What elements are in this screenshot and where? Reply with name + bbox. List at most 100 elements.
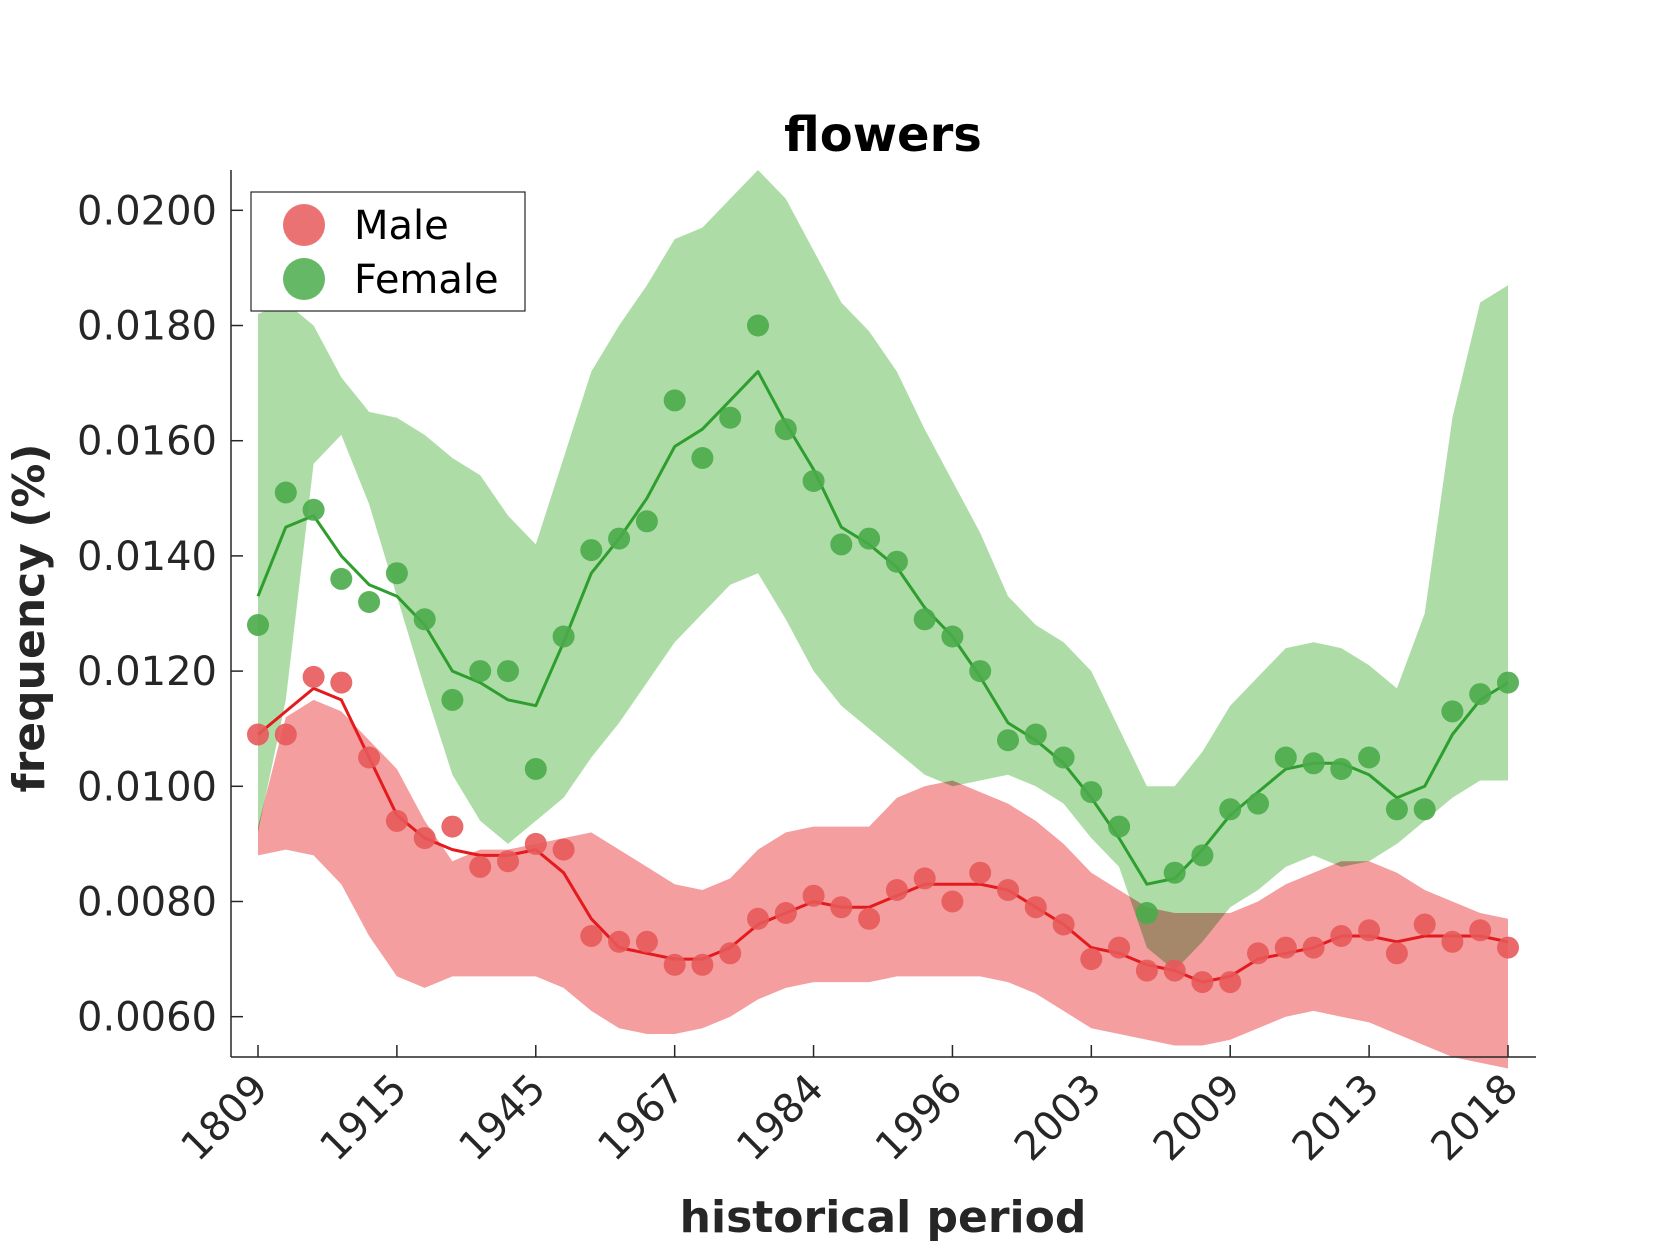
data-point-female [302,498,325,521]
data-point-female [358,591,381,613]
data-point-male [469,855,492,878]
data-point-male [1413,913,1436,936]
data-point-male [1219,971,1242,994]
data-point-female [830,533,853,556]
data-point-female [580,539,603,562]
data-point-female [663,389,686,412]
data-point-female [719,406,742,429]
data-point-male [1497,936,1519,959]
legend: Male Female [250,191,526,312]
trend-line-female [256,370,1509,886]
data-point-female [885,550,908,573]
data-point-male [1024,896,1047,919]
data-point-female [1274,746,1297,769]
data-point-male [1191,971,1214,994]
data-point-female [774,418,797,441]
data-point-male [1247,942,1269,965]
data-point-female [941,625,964,648]
data-point-male [885,879,908,901]
data-point-female [608,527,631,550]
data-point-female [497,660,519,683]
data-point-male [1385,942,1408,965]
data-point-female [1385,798,1408,821]
data-point-female [969,660,992,683]
legend-marker-male [283,204,325,246]
data-point-male [1135,959,1158,982]
data-point-male [302,665,325,688]
data-point-male [358,746,381,769]
x-axis-label: historical period [680,1192,1087,1243]
data-point-female [1497,671,1519,694]
data-point-male [330,671,353,694]
trend-line-male [257,686,1509,984]
data-point-male [1302,936,1325,959]
data-point-female [413,608,436,631]
data-point-male [1358,919,1381,942]
data-point-male [1080,948,1103,971]
data-point-female [247,614,269,636]
data-point-male [608,930,631,953]
data-point-male [802,884,825,907]
data-point-male [691,953,714,976]
data-points [247,314,1519,994]
data-point-female [330,567,353,590]
y-ticks: 0.0060 0.0080 0.0100 0.0120 0.0140 0.0160 0.01… [77,188,243,1041]
legend-label-female: Female [354,257,499,303]
y-axis-label: frequency (%) [4,443,55,792]
data-point-female [274,481,297,504]
data-point-female [1302,752,1325,775]
chart-title: flowers [784,107,982,163]
data-point-male [1163,959,1186,982]
data-point-female [441,688,464,711]
data-point-female [635,510,658,533]
data-point-female [1358,746,1381,769]
data-point-male [1441,930,1464,953]
data-point-female [1191,844,1214,867]
y-tick-label: 0.0200 [77,188,217,234]
data-point-female [1163,861,1186,884]
y-tick-label: 0.0080 [77,879,217,925]
data-point-male [969,861,992,884]
y-tick-label: 0.0120 [77,649,217,695]
data-point-female [1441,700,1464,723]
data-point-female [1219,798,1242,821]
data-point-female [469,660,492,683]
data-point-male [997,879,1019,901]
data-point-female [1330,758,1353,780]
data-point-male [247,723,269,746]
data-point-male [747,907,769,930]
data-point-female [1413,798,1436,821]
data-point-male [635,930,658,953]
data-point-male [385,809,408,832]
data-point-female [1247,792,1269,815]
data-point-female [552,625,575,648]
y-tick-label: 0.0060 [77,995,217,1041]
data-point-female [691,447,714,469]
data-point-female [524,758,547,780]
data-point-male [1108,936,1131,959]
data-point-male [719,942,742,965]
data-point-male [941,890,964,913]
data-point-female [1108,815,1131,838]
axes [230,170,1536,1058]
data-point-male [913,867,936,890]
data-point-female [802,470,825,492]
data-point-male [1469,919,1492,942]
data-point-male [580,925,603,947]
data-point-male [1330,925,1353,947]
data-point-male [1052,913,1075,936]
legend-marker-female [283,258,325,300]
data-point-female [1469,683,1492,706]
y-tick-label: 0.0160 [77,419,217,465]
data-point-female [747,314,769,337]
data-point-male [663,953,686,976]
data-point-female [1052,746,1075,769]
confidence-band-female [258,170,1508,971]
data-point-male [413,827,436,850]
data-point-male [830,896,853,919]
data-point-female [385,562,408,585]
trend-lines [256,370,1509,984]
data-point-male [774,902,797,924]
